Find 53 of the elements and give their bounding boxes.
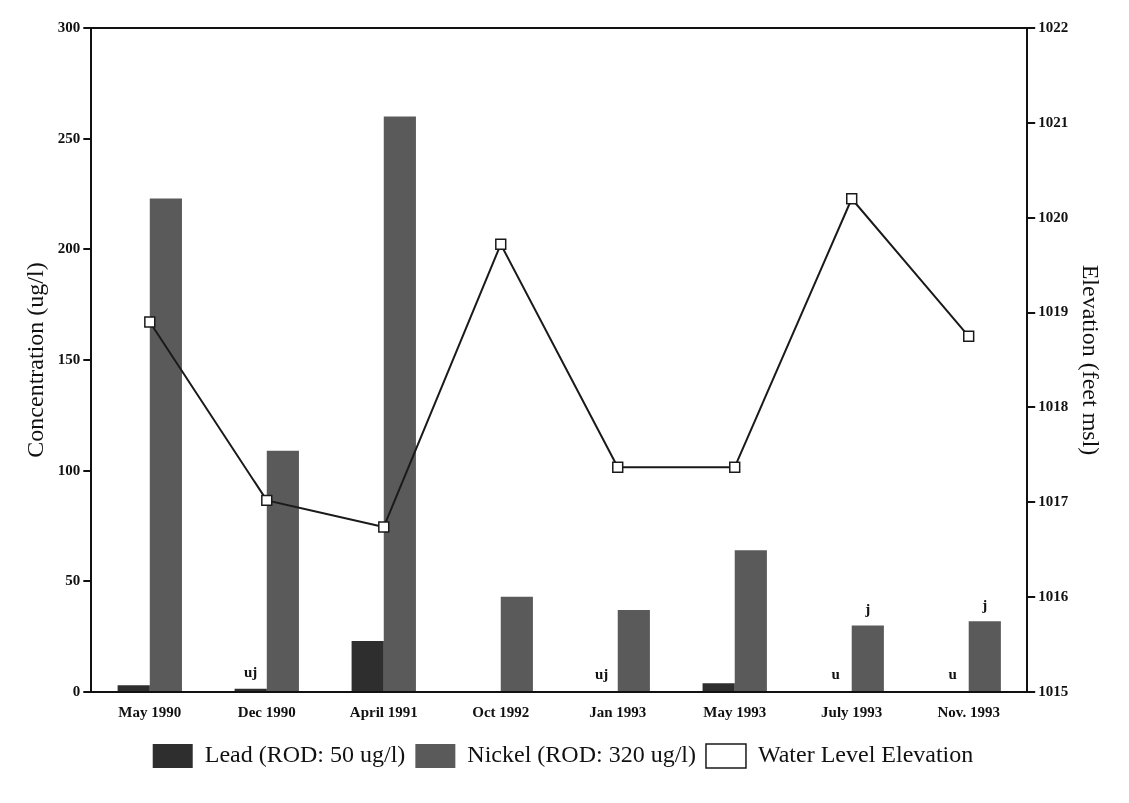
y-tick-label: 50 [65,572,81,589]
y-tick-label: 200 [57,240,81,257]
x-tick-label: April 1991 [349,703,418,720]
legend-label: Lead (ROD: 50 ug/l) [204,741,406,768]
bar [149,198,182,691]
bar [734,550,767,691]
x-tick-label: Nov. 1993 [937,703,1000,720]
y-tick-label: 100 [57,461,81,478]
y-axis-title: Concentration (ug/l) [21,262,48,458]
y2-tick-label: 1022 [1038,18,1069,35]
y2-tick-label: 1018 [1038,398,1069,415]
data-label: u [831,666,840,683]
point [495,238,507,250]
point [846,193,858,205]
data-label: u [948,666,957,683]
data-label: uj [594,666,609,683]
bar [851,625,884,691]
bar [968,621,1001,691]
y-tick-label: 150 [57,350,81,367]
point [144,316,156,328]
point [963,330,975,342]
y2-axis-title: Elevation (feet msl) [1078,264,1105,456]
bar [702,683,735,691]
y2-tick-label: 1016 [1038,588,1069,605]
x-tick-label: May 1993 [703,703,767,720]
x-tick-label: Dec 1990 [237,703,296,720]
y2-tick-label: 1020 [1038,208,1069,225]
bar [500,596,533,691]
x-tick-label: Oct 1992 [472,703,530,720]
y-tick-label: 250 [57,129,81,146]
legend-label: Nickel (ROD: 320 ug/l) [467,741,696,768]
point [612,461,624,473]
y2-tick-label: 1021 [1038,113,1069,130]
y-tick-label: 0 [72,682,81,699]
point [729,461,741,473]
data-label: j [864,600,871,617]
y-tick-label: 300 [57,18,81,35]
y2-tick-label: 1015 [1038,682,1069,699]
data-label: j [981,596,988,613]
bar [266,450,299,691]
x-tick-label: July 1993 [821,703,883,720]
bar [117,685,150,691]
legend-label: Water Level Elevation [757,741,974,768]
data-label: uj [244,664,258,681]
x-tick-label: Jan 1993 [589,703,647,720]
y2-tick-label: 1017 [1038,493,1069,510]
x-tick-label: May 1990 [118,703,182,720]
point [261,494,273,507]
point [378,521,390,533]
bar [383,116,416,691]
bar [351,641,384,691]
bar [617,610,650,691]
y2-tick-label: 1019 [1038,303,1069,320]
